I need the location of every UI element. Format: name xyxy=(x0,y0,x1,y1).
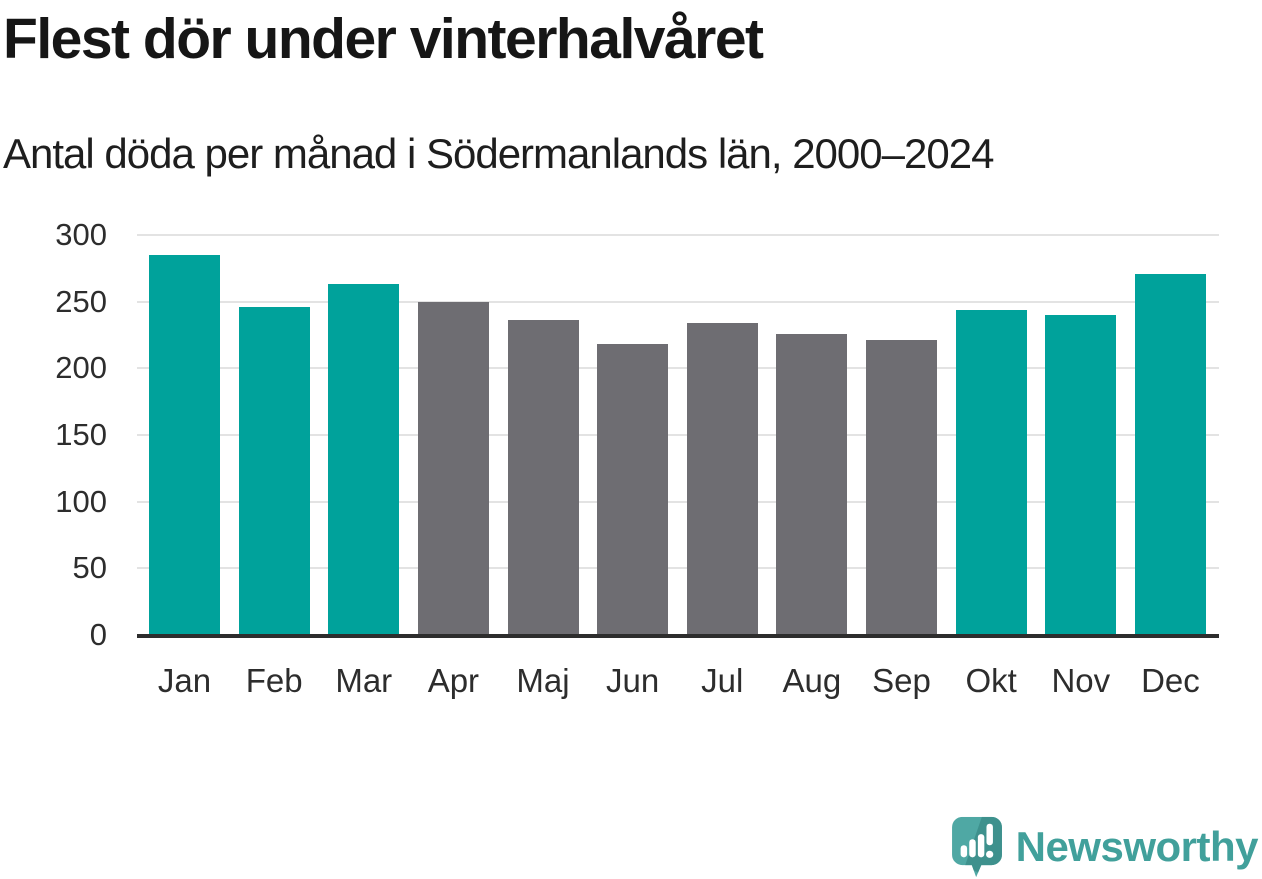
y-tick-label-0: 0 xyxy=(89,617,107,652)
gridline-50 xyxy=(137,567,1219,570)
bar-aug xyxy=(776,333,848,635)
bar-mar xyxy=(328,284,400,635)
bar-sep xyxy=(866,340,938,635)
bar-nov xyxy=(1045,315,1117,635)
x-tick-label-apr: Apr xyxy=(427,662,480,699)
newsworthy-bubble-chart-icon xyxy=(951,816,1002,878)
y-tick-label-300: 300 xyxy=(55,217,107,252)
bar-jul xyxy=(686,323,758,635)
x-tick-label-okt: Okt xyxy=(965,662,1017,699)
y-tick-label-50: 50 xyxy=(72,550,107,586)
gridline-100 xyxy=(137,500,1219,503)
x-tick-label-feb: Feb xyxy=(245,662,303,699)
x-axis-line xyxy=(137,634,1219,638)
bar-okt xyxy=(955,309,1027,635)
newsworthy-logo: Newsworthy xyxy=(951,816,1259,878)
bar-maj xyxy=(507,320,579,635)
x-tick-label-sep: Sep xyxy=(872,662,931,699)
bar-apr xyxy=(417,301,489,635)
x-tick-label-mar: Mar xyxy=(335,662,393,699)
y-tick-label-200: 200 xyxy=(55,350,107,386)
x-tick-label-jun: Jun xyxy=(606,662,660,699)
x-tick-label-jul: Jul xyxy=(701,662,744,699)
bar-feb xyxy=(238,307,310,635)
bar-chart-plot-area xyxy=(137,234,1219,635)
x-tick-label-nov: Nov xyxy=(1051,662,1111,699)
gridline-200 xyxy=(137,367,1219,370)
y-tick-label-150: 150 xyxy=(55,417,107,452)
y-tick-label-250: 250 xyxy=(55,283,107,319)
chart-subtitle: Antal döda per månad i Södermanlands län… xyxy=(3,130,994,177)
chart-title: Flest dör under vinterhalvåret xyxy=(3,7,764,71)
bar-jun xyxy=(597,344,669,635)
newsworthy-wordmark: Newsworthy xyxy=(1015,823,1259,870)
x-tick-label-dec: Dec xyxy=(1141,662,1200,699)
bar-dec xyxy=(1134,273,1206,635)
x-tick-label-maj: Maj xyxy=(516,662,570,699)
y-tick-label-100: 100 xyxy=(55,483,107,519)
bar-jan xyxy=(149,255,220,635)
x-tick-label-jan: Jan xyxy=(157,662,212,699)
gridline-250 xyxy=(137,300,1219,303)
gridline-150 xyxy=(137,434,1219,436)
x-tick-label-aug: Aug xyxy=(782,662,842,699)
gridline-300 xyxy=(137,234,1219,236)
